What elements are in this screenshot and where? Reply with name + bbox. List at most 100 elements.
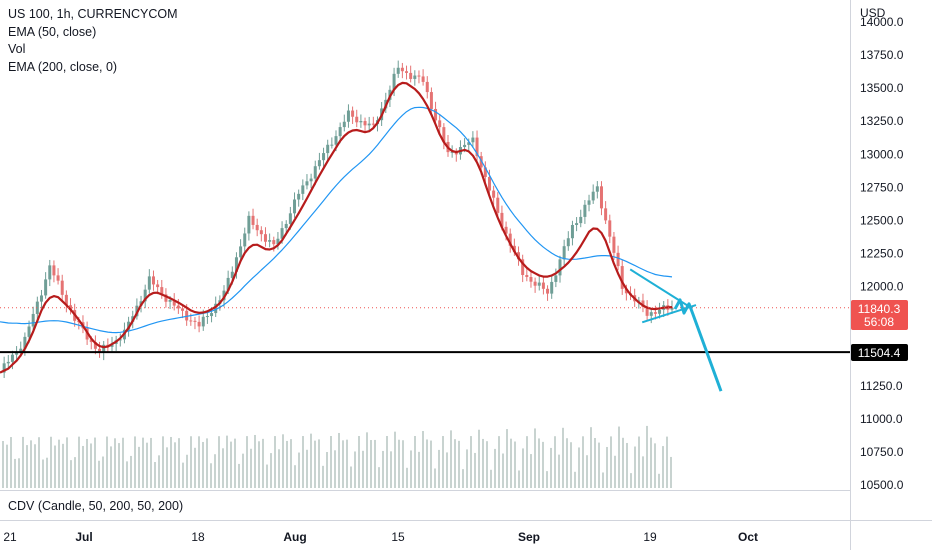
candle-body <box>284 223 288 229</box>
volume-bar <box>338 432 340 488</box>
candle-body <box>293 199 297 214</box>
candle-body <box>658 309 662 314</box>
candle-body <box>653 312 657 314</box>
volume-bar <box>438 449 440 488</box>
candle-body <box>60 280 64 295</box>
volume-bar <box>570 442 572 488</box>
volume-bar <box>314 440 316 488</box>
candle-body <box>492 190 496 198</box>
price-tick-label: 12750.0 <box>860 180 904 194</box>
drawings <box>0 268 850 392</box>
support-price-label: 11504.4 <box>858 346 901 360</box>
volume-legend[interactable]: Vol <box>8 42 26 56</box>
candle-body <box>147 276 151 290</box>
volume-bar <box>398 439 400 488</box>
volume-bar <box>642 456 644 488</box>
volume-bar <box>302 436 304 488</box>
candle-body <box>44 279 48 296</box>
cdv-legend[interactable]: CDV (Candle, 50, 200, 50, 200) <box>8 499 184 513</box>
volume-bar <box>626 442 628 488</box>
volume-bar <box>538 438 540 488</box>
volume-bar <box>234 438 236 488</box>
candle-body <box>442 127 446 142</box>
candle-body <box>483 167 487 177</box>
price-tick-label: 12000.0 <box>860 280 904 294</box>
volume-bar <box>286 440 288 488</box>
candle-body <box>6 361 10 364</box>
ema200-legend[interactable]: EMA (200, close, 0) <box>8 59 118 74</box>
volume-bar <box>238 463 240 488</box>
volume-bar <box>62 443 64 488</box>
volume-bar <box>74 457 76 488</box>
time-tick-label: Jul <box>75 530 92 544</box>
volume-bar <box>282 434 284 488</box>
volume-bar <box>254 434 256 488</box>
candle-body <box>504 226 508 234</box>
volume-bar <box>342 440 344 488</box>
candle-body <box>604 208 608 221</box>
volume-bar <box>26 445 28 488</box>
time-tick-label: 18 <box>191 530 205 544</box>
candle-body <box>247 215 251 234</box>
volume-bar <box>430 440 432 488</box>
volume-bar <box>270 453 272 488</box>
candle-body <box>64 294 68 306</box>
candle-body <box>56 275 60 281</box>
support-price-badge: 11504.4 <box>851 344 908 361</box>
volume-bar <box>146 442 148 488</box>
candle-body <box>400 67 404 72</box>
candle-body <box>521 259 525 276</box>
candle-body <box>48 265 52 280</box>
candle-body <box>93 342 97 349</box>
volume-bar <box>346 439 348 488</box>
candle-body <box>496 197 500 213</box>
volume-bar <box>450 430 452 488</box>
candle-body <box>334 136 338 145</box>
time-axis[interactable]: 21 Jul 18 Aug 15 Sep 19 Oct <box>3 530 758 544</box>
volume-bar <box>114 438 116 488</box>
candle-body <box>591 191 595 201</box>
time-tick-label: Sep <box>518 530 540 544</box>
volume-bar <box>454 439 456 488</box>
candle-body <box>272 240 276 245</box>
projection-path[interactable] <box>673 298 723 392</box>
volume-bar <box>510 438 512 488</box>
candle-body <box>2 363 6 373</box>
candle-body <box>23 336 27 349</box>
symbol-title[interactable]: US 100, 1h, CURRENCYCOM <box>8 7 178 21</box>
volume-bar <box>310 433 312 488</box>
series-lines <box>0 81 673 374</box>
volume-bar <box>582 436 584 488</box>
volume-bar <box>158 455 160 488</box>
volume-bar <box>502 453 504 488</box>
volume-bar <box>586 455 588 488</box>
candle-body <box>566 238 570 247</box>
candle-body <box>487 176 491 191</box>
volume-bar <box>94 437 96 488</box>
ema50-legend[interactable]: EMA (50, close) <box>8 24 97 39</box>
volume-bar <box>526 436 528 488</box>
volume-bar <box>610 436 612 488</box>
volume-bar <box>606 446 608 488</box>
candle-body <box>189 320 193 322</box>
price-tick-label: 13250.0 <box>860 114 904 128</box>
candle-body <box>10 354 14 362</box>
volume-bar <box>322 465 324 488</box>
candle-body <box>19 348 23 353</box>
candle-body <box>438 120 442 128</box>
volume-bar <box>522 448 524 488</box>
volume-bar <box>142 437 144 488</box>
candle-body <box>467 142 471 145</box>
price-tick-label: 11250.0 <box>860 379 903 393</box>
candle-body <box>562 246 566 260</box>
volume-bar <box>550 447 552 488</box>
candle-body <box>624 288 628 294</box>
volume-bar <box>174 442 176 488</box>
volume-bar <box>166 447 168 488</box>
candle-body <box>288 213 292 224</box>
candle-body <box>641 300 645 307</box>
price-axis[interactable]: 14000.0 13750.0 13500.0 13250.0 13000.0 12750… <box>860 15 904 492</box>
current-price-label: 11840.3 <box>858 302 901 316</box>
